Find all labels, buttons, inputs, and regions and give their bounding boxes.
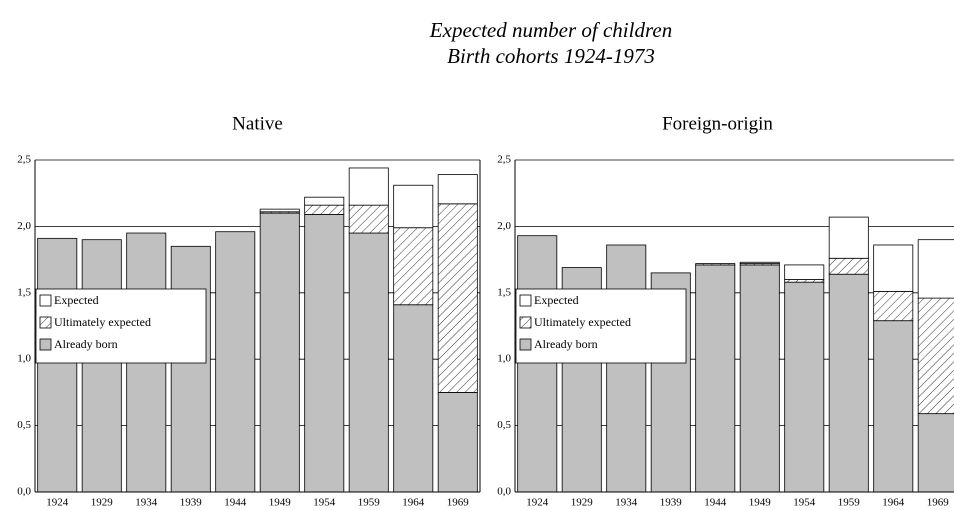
x-tick-label: 1954	[313, 497, 336, 509]
x-tick-label: 1924	[526, 497, 549, 509]
x-tick-label: 1949	[749, 497, 772, 509]
y-tick-label: 1,5	[17, 286, 31, 298]
legend-swatch	[39, 294, 52, 307]
bar-segment	[695, 263, 736, 266]
bar-segment	[81, 239, 122, 493]
bar-segment	[348, 204, 389, 234]
x-tick-label: 1939	[180, 497, 203, 509]
bar-segment	[304, 214, 345, 493]
chart-title: Expected number of children	[429, 18, 672, 42]
x-tick-label: 1944	[704, 497, 727, 509]
legend-label: Ultimately expected	[534, 315, 631, 329]
y-tick-label: 1,0	[17, 353, 31, 365]
legend-swatch	[519, 338, 532, 351]
y-tick-label: 2,5	[497, 154, 511, 166]
legend-label: Already born	[534, 337, 598, 351]
x-tick-label: 1959	[358, 497, 381, 509]
bar-segment	[873, 320, 914, 493]
chart-subtitle: Birth cohorts 1924-1973	[447, 44, 655, 68]
y-tick-label: 0,0	[17, 486, 31, 498]
bar-segment	[348, 232, 389, 493]
y-tick-label: 0,0	[497, 486, 511, 498]
bar-segment	[517, 235, 558, 493]
bar-segment	[37, 237, 78, 493]
bar-segment	[917, 297, 954, 415]
bar-segment	[606, 244, 647, 493]
bar-segment	[348, 167, 389, 206]
bar-segment	[304, 204, 345, 215]
bar-segment	[437, 174, 478, 205]
bar-segment	[784, 281, 825, 493]
legend-box	[515, 288, 687, 364]
bar-segment	[873, 291, 914, 322]
bar-segment	[784, 264, 825, 280]
x-tick-label: 1944	[224, 497, 247, 509]
x-tick-label: 1969	[447, 497, 470, 509]
legend-swatch	[39, 338, 52, 351]
bar-segment	[393, 227, 434, 306]
bar-segment	[393, 184, 434, 229]
y-tick-label: 1,0	[497, 353, 511, 365]
bar-segment	[828, 216, 869, 259]
y-tick-label: 2,5	[17, 154, 31, 166]
y-tick-label: 1,5	[497, 286, 511, 298]
x-tick-label: 1964	[402, 497, 425, 509]
bar-segment	[259, 208, 300, 213]
legend-label: Expected	[534, 293, 579, 307]
bar-segment	[437, 203, 478, 393]
bar-segment	[437, 391, 478, 493]
bar-segment	[393, 304, 434, 493]
legend-label: Expected	[54, 293, 99, 307]
x-tick-label: 1969	[927, 497, 950, 509]
bar-segment	[739, 261, 780, 264]
x-tick-label: 1959	[838, 497, 861, 509]
bar-segment	[828, 273, 869, 493]
y-tick-label: 0,5	[17, 419, 31, 431]
x-tick-label: 1924	[46, 497, 69, 509]
legend-box	[35, 288, 207, 364]
bar-segment	[695, 264, 736, 493]
x-tick-label: 1929	[571, 497, 594, 509]
bar-segment	[828, 257, 869, 275]
y-tick-label: 2,0	[497, 220, 511, 232]
panel-title: Foreign-origin	[662, 113, 773, 134]
panel-title: Native	[232, 113, 283, 134]
bar-segment	[304, 196, 345, 206]
legend-label: Ultimately expected	[54, 315, 151, 329]
bar-segment	[259, 212, 300, 493]
legend-swatch	[39, 316, 52, 329]
x-tick-label: 1934	[135, 497, 158, 509]
legend-label: Already born	[54, 337, 118, 351]
bar-segment	[170, 245, 211, 493]
x-tick-label: 1964	[882, 497, 905, 509]
legend-swatch	[519, 294, 532, 307]
y-tick-label: 0,5	[497, 419, 511, 431]
x-tick-label: 1954	[793, 497, 816, 509]
x-tick-label: 1929	[91, 497, 114, 509]
bar-segment	[917, 413, 954, 493]
x-tick-label: 1949	[269, 497, 292, 509]
y-tick-label: 2,0	[17, 220, 31, 232]
legend-swatch	[519, 316, 532, 329]
bar-segment	[739, 264, 780, 493]
x-tick-label: 1934	[615, 497, 638, 509]
bar-segment	[873, 244, 914, 292]
bar-segment	[215, 231, 256, 493]
x-tick-label: 1939	[660, 497, 683, 509]
bar-segment	[917, 239, 954, 299]
